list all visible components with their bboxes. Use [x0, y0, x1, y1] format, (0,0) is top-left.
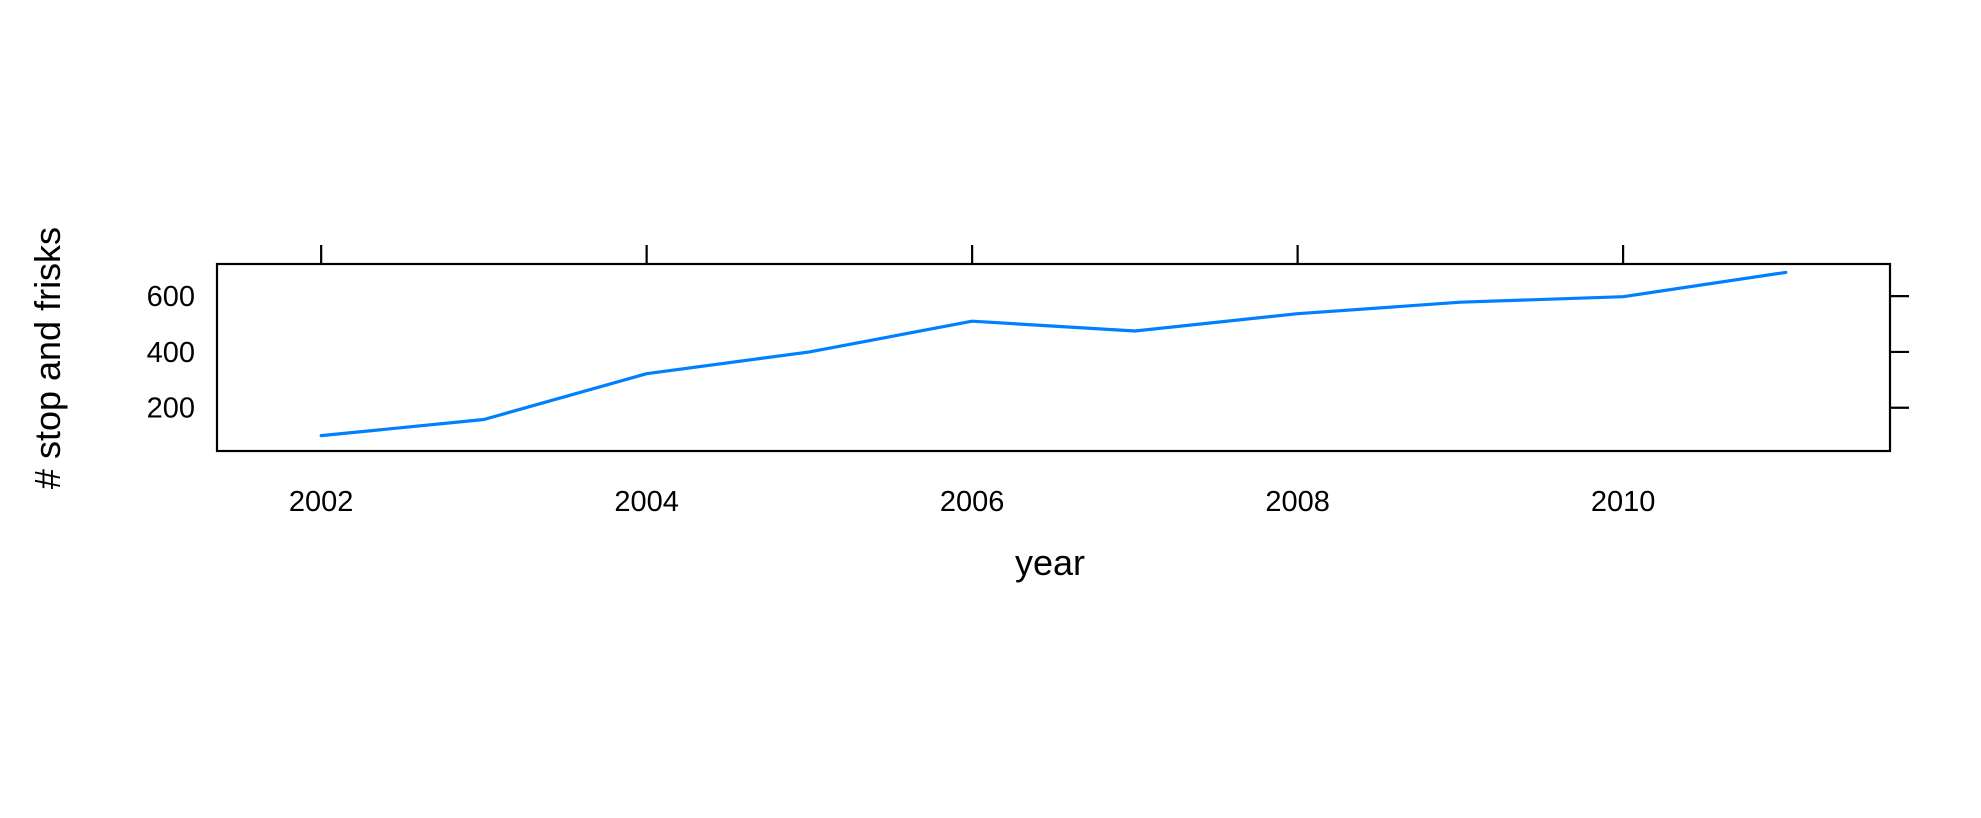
y-axis: 200 400 600: [147, 281, 195, 425]
x-axis-title: year: [1015, 542, 1085, 583]
x-axis-ticks-top: [320, 245, 1625, 264]
x-axis: 2002 2004 2006 2008 2010: [289, 486, 1655, 518]
y-tick-label: 200: [147, 393, 195, 425]
y-axis-ticks-right: [1890, 294, 1909, 409]
plot-area: [319, 270, 1788, 438]
x-tick-label: 2006: [940, 486, 1005, 518]
x-tick-label: 2010: [1591, 486, 1656, 518]
series-line: [319, 270, 1788, 438]
x-tick-label: 2002: [289, 486, 354, 518]
y-tick-label: 400: [147, 337, 195, 369]
x-tick-label: 2004: [614, 486, 679, 518]
y-axis-title: # stop and frisks: [27, 227, 68, 489]
x-tick-label: 2008: [1265, 486, 1330, 518]
y-tick-label: 600: [147, 281, 195, 313]
plot-frame: [215, 262, 1892, 453]
